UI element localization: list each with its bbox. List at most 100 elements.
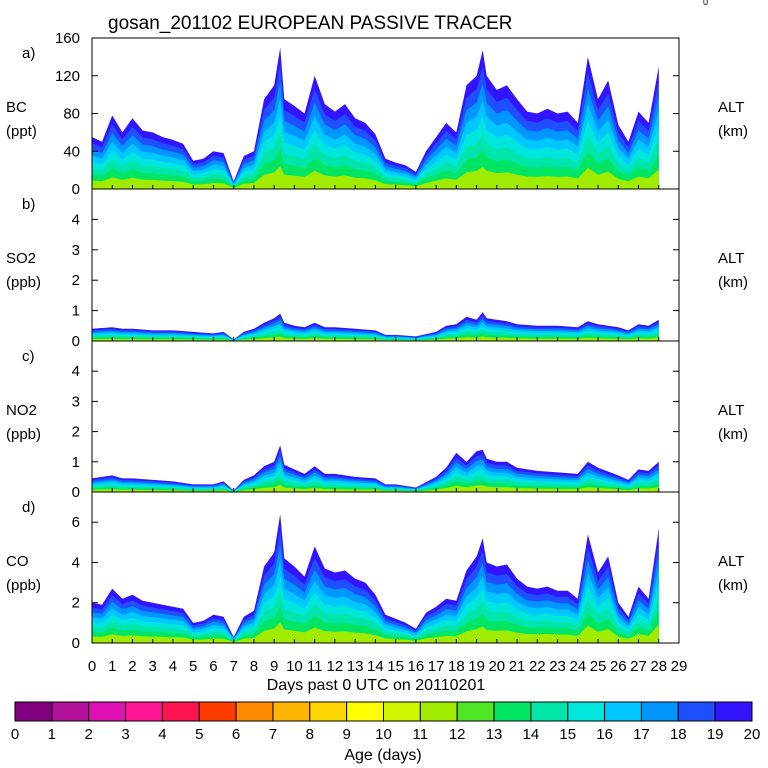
- x-tick-label: 12: [327, 658, 344, 675]
- panel-4-ytick-label: 2: [72, 595, 80, 612]
- colorbar-tick-label: 9: [342, 726, 350, 743]
- panel-2-frame: [91, 188, 680, 342]
- panel-4-frame: [91, 491, 680, 644]
- colorbar-swatch: [14, 701, 53, 722]
- colorbar-tick-label: 10: [375, 726, 392, 743]
- x-tick-label: 19: [468, 658, 485, 675]
- colorbar-label: Age (days): [344, 747, 421, 764]
- x-tick-label: 9: [270, 658, 278, 675]
- x-tick-label: 6: [209, 658, 217, 675]
- colorbar-tick-label: 15: [559, 726, 576, 743]
- colorbar-tick-label: 16: [596, 726, 613, 743]
- colorbar-tick-label: 8: [306, 726, 314, 743]
- panel-4-ytick-label: 4: [72, 554, 80, 571]
- corner-mark: 0: [703, 0, 708, 7]
- colorbar-swatch: [272, 701, 311, 722]
- panel-1-ytick-label: 160: [55, 30, 80, 47]
- colorbar-tick-label: 3: [121, 726, 129, 743]
- x-tick-label: 7: [230, 658, 238, 675]
- x-tick-label: 11: [307, 658, 323, 675]
- panel-4-right-label: ALT: [718, 553, 744, 570]
- panel-3-right-label: ALT: [718, 402, 744, 419]
- x-axis: 0 1 2 3 4 5 6 7 8 9 10 11 12 13 14 15 16 17 18 19 20 21 22 23 24…: [88, 658, 688, 675]
- colorbar-tick-label: 12: [449, 726, 466, 743]
- panel-3-letter: c): [22, 348, 35, 365]
- colorbar-swatch: [456, 701, 495, 722]
- colorbar-swatch: [125, 701, 163, 722]
- panel-1-right-unit: (km): [718, 123, 748, 140]
- panel-2-ytick-label: 3: [72, 242, 80, 259]
- colorbar-swatch: [309, 701, 348, 722]
- panel-1-ylabel: BC: [6, 99, 27, 116]
- panel-1-ytick-label: 0: [72, 181, 80, 198]
- colorbar-tick-label: 4: [158, 726, 166, 743]
- x-tick-label: 24: [569, 658, 586, 675]
- panel-1-ytick-label: 40: [63, 143, 80, 160]
- x-tick-label: 0: [88, 658, 96, 675]
- colorbar-tick-label: 1: [48, 726, 56, 743]
- panel-2-right-unit: (km): [718, 274, 748, 291]
- panel-2-yunit: (ppb): [6, 274, 41, 291]
- panel-4-ytick-label: 6: [72, 514, 80, 531]
- colorbar: 0 1 2 3 4 5 6 7 8 9 10 11 12 13 14 15 16 17 18 19 20: [11, 701, 760, 743]
- colorbar-tick-label: 5: [195, 726, 203, 743]
- chart-title: gosan_201102 EUROPEAN PASSIVE TRACER: [108, 13, 512, 34]
- colorbar-swatch: [161, 701, 200, 722]
- panel-3-ylabel: NO2: [6, 402, 37, 419]
- x-axis-label: Days past 0 UTC on 20110201: [267, 677, 486, 694]
- panel-2-ytick-label: 2: [72, 272, 80, 289]
- colorbar-swatch: [714, 701, 753, 722]
- x-tick-label: 14: [367, 658, 384, 675]
- panel-4-ylabel: CO: [6, 553, 29, 570]
- colorbar-swatch: [530, 701, 569, 722]
- x-tick-label: 1: [108, 658, 116, 675]
- colorbar-swatch: [346, 701, 384, 722]
- panel-4-letter: d): [22, 499, 35, 516]
- colorbar-swatch: [235, 701, 274, 722]
- panel-3-ytick-label: 1: [72, 454, 80, 471]
- colorbar-swatch: [419, 701, 458, 722]
- colorbar-tick-label: 13: [486, 726, 503, 743]
- panel-1: 0 40 80 120 160 a) BC (ppt) ALT (km): [6, 30, 748, 198]
- panel-1-ytick-label: 120: [55, 68, 80, 85]
- panels-group: 04080120160a)BC(ppt)ALT(km)01234b)SO2(pp…: [6, 30, 748, 652]
- x-tick-label: 13: [347, 658, 364, 675]
- panel-2-ytick-label: 1: [72, 303, 80, 320]
- x-tick-label: 3: [149, 658, 157, 675]
- colorbar-tick-label: 19: [707, 726, 724, 743]
- x-tick-label: 8: [250, 658, 258, 675]
- panel-2: 0 1 2 3 4 b) SO2 (ppb) ALT (km): [6, 188, 748, 350]
- colorbar-tick-label: 2: [85, 726, 93, 743]
- panel-3-ytick-label: 0: [72, 484, 80, 501]
- colorbar-swatch: [51, 701, 90, 722]
- panel-2-ylabel: SO2: [6, 250, 36, 267]
- colorbar-tick-label: 11: [413, 726, 429, 743]
- panel-1-yunit: (ppt): [6, 123, 37, 140]
- panel-3-ytick-label: 3: [72, 393, 80, 410]
- x-tick-label: 20: [488, 658, 505, 675]
- panel-4-yunit: (ppb): [6, 577, 41, 594]
- panel-2-letter: b): [22, 196, 35, 213]
- panel-2-ytick-label: 4: [72, 211, 80, 228]
- colorbar-swatch: [88, 701, 127, 722]
- panel-3-ytick-label: 2: [72, 424, 80, 441]
- x-tick-label: 29: [671, 658, 688, 675]
- colorbar-tick-label: 14: [523, 726, 540, 743]
- x-tick-label: 2: [128, 658, 136, 675]
- x-tick-label: 17: [428, 658, 445, 675]
- x-tick-label: 18: [448, 658, 465, 675]
- panel-1-ytick-label: 80: [63, 106, 80, 123]
- x-tick-label: 26: [610, 658, 627, 675]
- x-tick-label: 21: [509, 658, 526, 675]
- colorbar-swatch: [567, 701, 606, 722]
- panel-1-right-label: ALT: [718, 99, 744, 116]
- panel-2-right-label: ALT: [718, 250, 744, 267]
- x-tick-label: 4: [169, 658, 177, 675]
- colorbar-tick-label: 0: [11, 726, 19, 743]
- x-tick-label: 28: [650, 658, 667, 675]
- x-tick-label: 10: [286, 658, 303, 675]
- panel-3-right-unit: (km): [718, 426, 748, 443]
- colorbar-swatch: [677, 701, 716, 722]
